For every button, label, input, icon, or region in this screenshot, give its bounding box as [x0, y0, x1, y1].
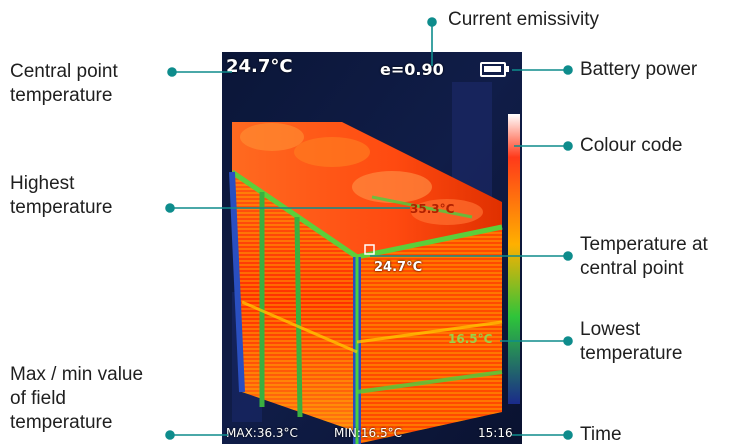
label-max-min-line3: temperature: [10, 412, 113, 433]
colour-scale-bar: [508, 114, 520, 404]
central-point-marker: [364, 244, 375, 255]
emissivity-readout: e=0.90: [380, 60, 444, 79]
label-lowest-temperature: Lowest temperature: [580, 318, 682, 366]
thermal-screen: 24.7°C e=0.90 35.3°C 24.7°C 16.5°C MAX:3…: [222, 52, 522, 444]
label-temperature-at-central-point-line2: central point: [580, 258, 684, 279]
center-temp-readout: 24.7°C: [226, 56, 293, 77]
min-temp-readout: MIN:16.5°C: [334, 426, 403, 440]
time-readout: 15:16: [478, 426, 513, 440]
label-max-min-line1: Max / min value: [10, 364, 144, 385]
label-central-point-temperature: Central point temperature: [10, 60, 118, 108]
marker-temp-readout: 24.7°C: [374, 260, 423, 275]
label-current-emissivity: Current emissivity: [448, 9, 599, 30]
label-central-point-temperature-line2: temperature: [10, 85, 113, 106]
thermal-image: [222, 52, 522, 444]
label-highest-temperature-line1: Highest: [10, 173, 75, 194]
battery-icon: [480, 62, 509, 77]
label-central-point-temperature-line1: Central point: [10, 61, 118, 82]
label-temperature-at-central-point-line1: Temperature at: [580, 234, 708, 255]
label-lowest-temperature-line2: temperature: [580, 343, 683, 364]
label-time: Time: [580, 424, 622, 445]
label-highest-temperature: Highest temperature: [10, 172, 112, 220]
label-temperature-at-central-point: Temperature at central point: [580, 233, 708, 281]
label-battery-power: Battery power: [580, 59, 698, 80]
label-max-min-line2: of field: [10, 388, 66, 409]
cold-spot-label: 16.5°C: [448, 332, 493, 346]
label-highest-temperature-line2: temperature: [10, 197, 113, 218]
hot-spot-label: 35.3°C: [410, 202, 455, 216]
label-lowest-temperature-line1: Lowest: [580, 319, 641, 340]
max-temp-readout: MAX:36.3°C: [226, 426, 298, 440]
label-colour-code: Colour code: [580, 135, 683, 156]
label-max-min-field-temperature: Max / min value of field temperature: [10, 363, 143, 435]
